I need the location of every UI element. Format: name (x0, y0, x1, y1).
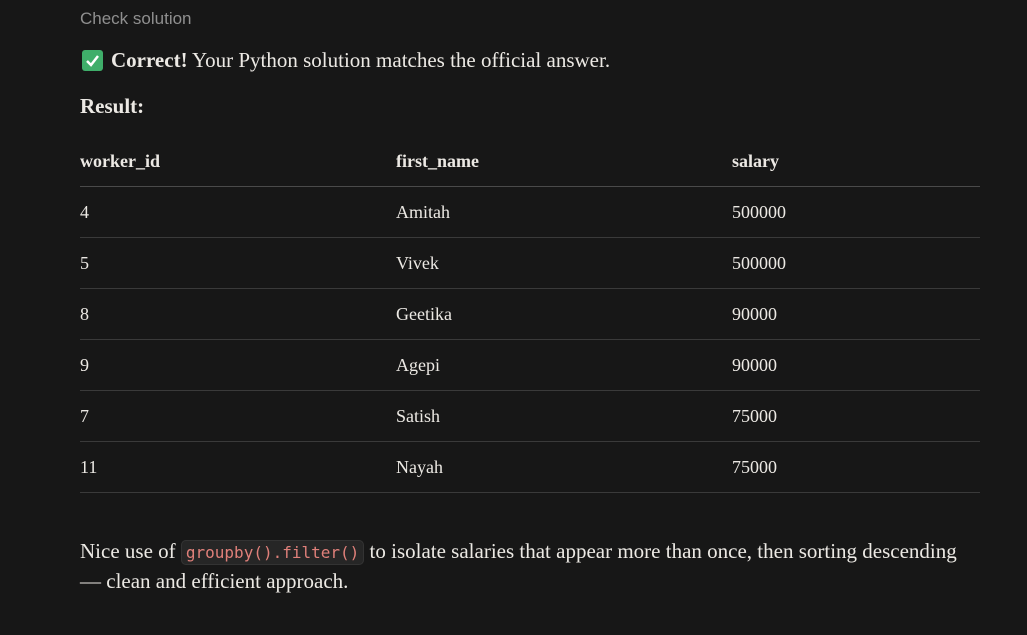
table-cell: 75000 (732, 441, 980, 493)
result-table: worker_id first_name salary 4 Amitah 500000 5 V… (80, 136, 980, 493)
table-row: 8 Geetika 90000 (80, 288, 980, 340)
table-cell: Agepi (396, 339, 732, 391)
table-cell: 90000 (732, 339, 980, 391)
column-header: salary (732, 136, 980, 187)
table-row: 11 Nayah 75000 (80, 441, 980, 493)
table-row: 4 Amitah 500000 (80, 186, 980, 238)
inline-code: groupby().filter() (180, 540, 365, 565)
column-header: first_name (396, 136, 732, 187)
table-cell: 11 (80, 441, 396, 493)
status-line: Correct! Your Python solution matches th… (82, 48, 610, 73)
note-text: Nice use of (80, 539, 176, 563)
status-text: Correct! Your Python solution matches th… (111, 48, 610, 73)
result-label: Result: (80, 94, 145, 118)
table-cell: 90000 (732, 288, 980, 340)
section-header[interactable]: Check solution (80, 9, 192, 28)
table-cell: Vivek (396, 237, 732, 289)
note-text: to isolate salaries that appear more tha… (80, 539, 957, 593)
table-cell: 4 (80, 186, 396, 238)
table-row: 7 Satish 75000 (80, 390, 980, 442)
check-icon (82, 50, 103, 71)
table-cell: Geetika (396, 288, 732, 340)
table-cell: 9 (80, 339, 396, 391)
column-header: worker_id (80, 136, 396, 187)
table-cell: 7 (80, 390, 396, 442)
status-strong: Correct! (111, 48, 188, 72)
note: Nice use of groupby().filter() to isolat… (80, 537, 980, 596)
table-cell: 5 (80, 237, 396, 289)
table-cell: 75000 (732, 390, 980, 442)
table-row: 9 Agepi 90000 (80, 339, 980, 391)
table-cell: Satish (396, 390, 732, 442)
status-message: Your Python solution matches the officia… (192, 48, 611, 72)
table-row: 5 Vivek 500000 (80, 237, 980, 289)
table-cell: 8 (80, 288, 396, 340)
table-cell: 500000 (732, 237, 980, 289)
table-cell: 500000 (732, 186, 980, 238)
table-cell: Amitah (396, 186, 732, 238)
table-cell: Nayah (396, 441, 732, 493)
header-row: worker_id first_name salary (80, 136, 980, 187)
